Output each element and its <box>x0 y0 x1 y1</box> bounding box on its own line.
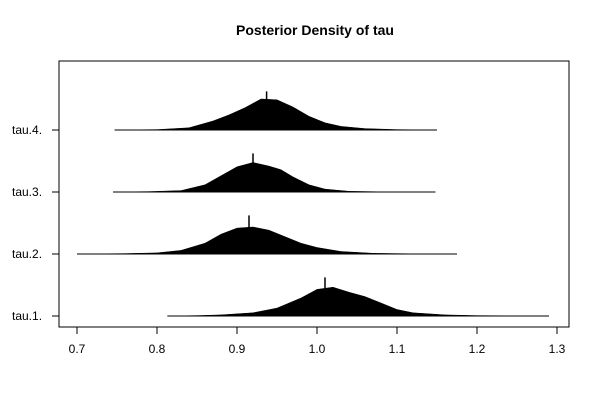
x-tick-label-1-1: 1.1 <box>389 342 406 356</box>
x-tick-label-1-3: 1.3 <box>549 342 566 356</box>
y-tick-label-tau-4: tau.4. <box>12 123 42 137</box>
density-tau-2 <box>76 226 458 255</box>
plot-frame <box>58 60 570 328</box>
density-tau-4 <box>114 98 438 131</box>
y-axis: tau.1. tau.2. tau.3. tau.4. <box>12 123 60 323</box>
density-marks <box>76 91 550 317</box>
y-tick-label-tau-2: tau.2. <box>12 247 42 261</box>
x-tick-label-1-2: 1.2 <box>469 342 486 356</box>
x-axis: 0.7 0.8 0.9 1.0 1.1 1.2 1.3 <box>69 326 566 356</box>
chart-title: Posterior Density of tau <box>236 22 394 38</box>
y-tick-label-tau-1: tau.1. <box>12 309 42 323</box>
density-tau-3 <box>112 162 436 193</box>
x-tick-label-0-7: 0.7 <box>69 342 86 356</box>
x-tick-label-0-8: 0.8 <box>149 342 166 356</box>
y-tick-label-tau-3: tau.3. <box>12 185 42 199</box>
x-tick-label-1-0: 1.0 <box>309 342 326 356</box>
density-tau-1 <box>167 286 550 317</box>
x-tick-label-0-9: 0.9 <box>229 342 246 356</box>
